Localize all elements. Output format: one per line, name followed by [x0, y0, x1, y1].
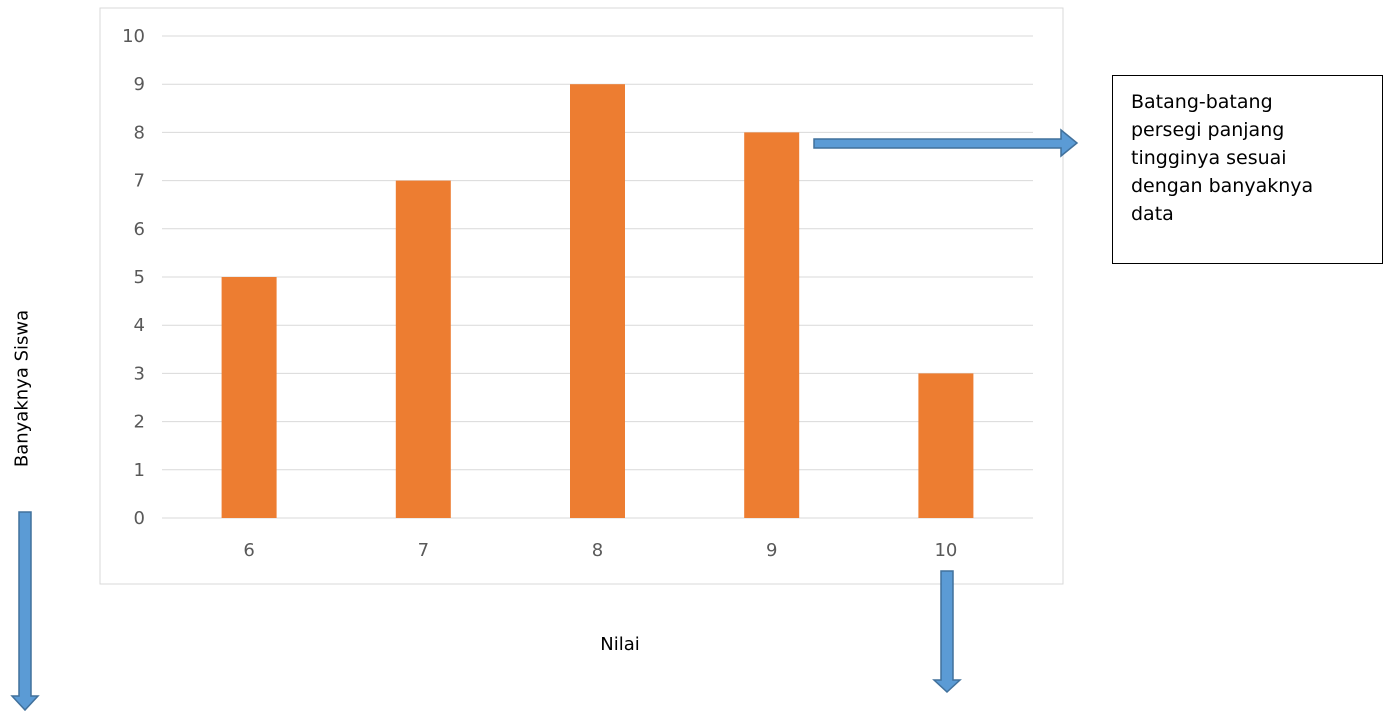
callout-line: persegi panjang	[1131, 119, 1285, 141]
callout-line: data	[1131, 203, 1174, 225]
y-tick-label: 3	[134, 363, 145, 384]
y-tick-label: 0	[134, 508, 145, 529]
arrow-down-icon	[10, 511, 40, 712]
bar	[918, 373, 974, 518]
x-tick-label: 6	[243, 540, 254, 561]
bars	[221, 84, 974, 518]
x-tick-label: 10	[934, 540, 957, 561]
x-tick-label: 9	[766, 540, 777, 561]
y-tick-label: 6	[134, 219, 145, 240]
y-tick-label: 2	[134, 412, 145, 433]
y-tick-label: 9	[134, 74, 145, 95]
x-axis-title: Nilai	[600, 634, 640, 655]
x-tick-label: 8	[592, 540, 603, 561]
callout-line: tingginya sesuai	[1131, 147, 1287, 169]
callout-line: Batang-batang	[1131, 91, 1273, 113]
arrows	[10, 128, 1079, 712]
y-tick-label: 4	[134, 315, 145, 336]
x-axis-ticks: 6 7 8 9 10	[243, 540, 957, 561]
y-tick-label: 8	[134, 122, 145, 143]
x-tick-label: 7	[418, 540, 429, 561]
annotation-callout-box: Batang-batang persegi panjang tingginya …	[1112, 75, 1383, 264]
y-axis-ticks: 0 1 2 3 4 5 6 7 8 9 10	[122, 26, 145, 529]
y-tick-label: 7	[134, 171, 145, 192]
y-axis-title-text: Banyaknya Siswa	[11, 309, 33, 468]
bar	[221, 277, 277, 518]
y-tick-label: 10	[122, 26, 145, 47]
arrow-down-icon	[932, 570, 962, 694]
y-tick-label: 1	[134, 460, 145, 481]
arrow-right-icon	[813, 128, 1079, 158]
bar	[744, 132, 800, 518]
callout-line: dengan banyaknya	[1131, 175, 1314, 197]
bar	[570, 84, 625, 518]
y-tick-label: 5	[134, 267, 145, 288]
bar	[395, 180, 451, 518]
